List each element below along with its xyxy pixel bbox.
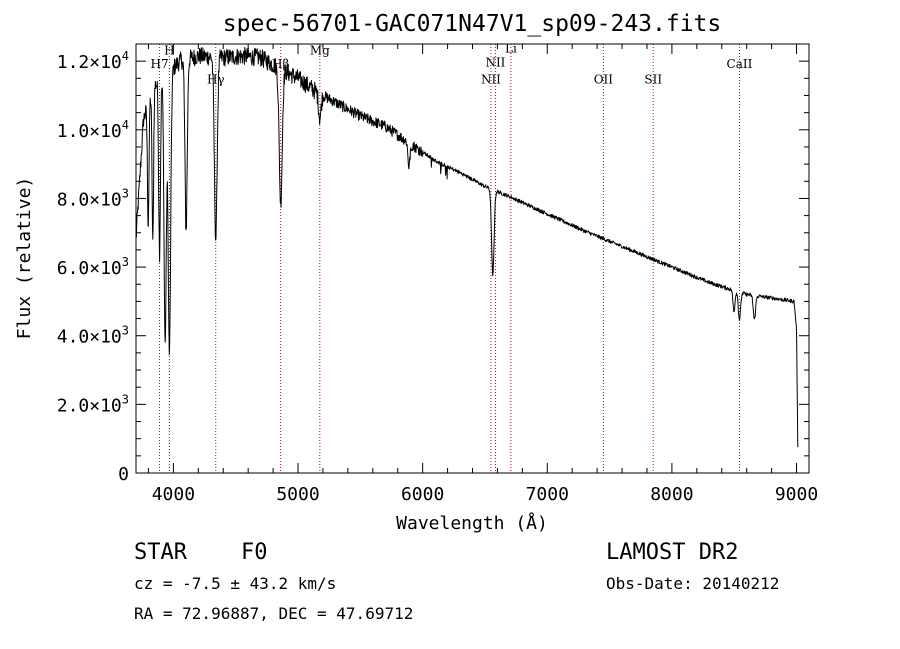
y-tick-label: 1.0×104 <box>57 118 129 142</box>
x-tick-label: 8000 <box>650 484 693 505</box>
y-tick-label: 6.0×103 <box>57 255 129 279</box>
spectrum-group <box>135 47 799 448</box>
obs-date-text: Obs-Date: 20140212 <box>606 574 780 593</box>
line-label-NII-b: NII <box>485 55 505 69</box>
survey-label: LAMOST DR2 <box>606 540 739 565</box>
y-tick-label: 8.0×103 <box>57 186 129 210</box>
spectrum-line <box>135 47 799 448</box>
x-axis: 4000 5000 6000 7000 8000 9000 <box>147 44 818 505</box>
x-tick-label: 9000 <box>775 484 818 505</box>
y-tick-label: 1.2×104 <box>57 49 129 73</box>
x-tick-label: 5000 <box>276 484 319 505</box>
chart-title: spec-56701-GAC071N47V1_sp09-243.fits <box>223 11 722 37</box>
line-label-NII-a: NII <box>481 72 501 86</box>
y-tick-label: 0 <box>118 464 129 485</box>
x-tick-label: 4000 <box>152 484 195 505</box>
line-label-CaII: CaII <box>727 57 753 71</box>
x-axis-label: Wavelength (Å) <box>396 512 548 534</box>
line-label-SII: SII <box>644 72 662 86</box>
line-label-H7: H7 <box>151 57 169 71</box>
coords-text: RA = 72.96887, DEC = 47.69712 <box>134 604 414 623</box>
x-tick-label: 7000 <box>526 484 569 505</box>
class-label: STAR <box>134 540 187 565</box>
plot-frame <box>135 43 810 474</box>
y-axis: 0 2.0×103 4.0×103 6.0×103 8.0×103 1.0×104 1.2×… <box>57 49 809 485</box>
line-label-H: H <box>164 43 174 57</box>
subclass-label: F0 <box>241 540 268 565</box>
line-label-Mg: Mg <box>310 43 330 57</box>
line-label-OII: OII <box>594 72 614 86</box>
y-tick-label: 2.0×103 <box>57 392 129 416</box>
line-label-Hg: Hγ <box>207 72 225 86</box>
y-axis-label: Flux (relative) <box>14 177 35 340</box>
y-tick-label: 4.0×103 <box>57 324 129 348</box>
x-tick-label: 6000 <box>401 484 444 505</box>
line-label-Li: Li <box>505 42 517 56</box>
redshift-text: cz = -7.5 ± 43.2 km/s <box>134 574 337 593</box>
